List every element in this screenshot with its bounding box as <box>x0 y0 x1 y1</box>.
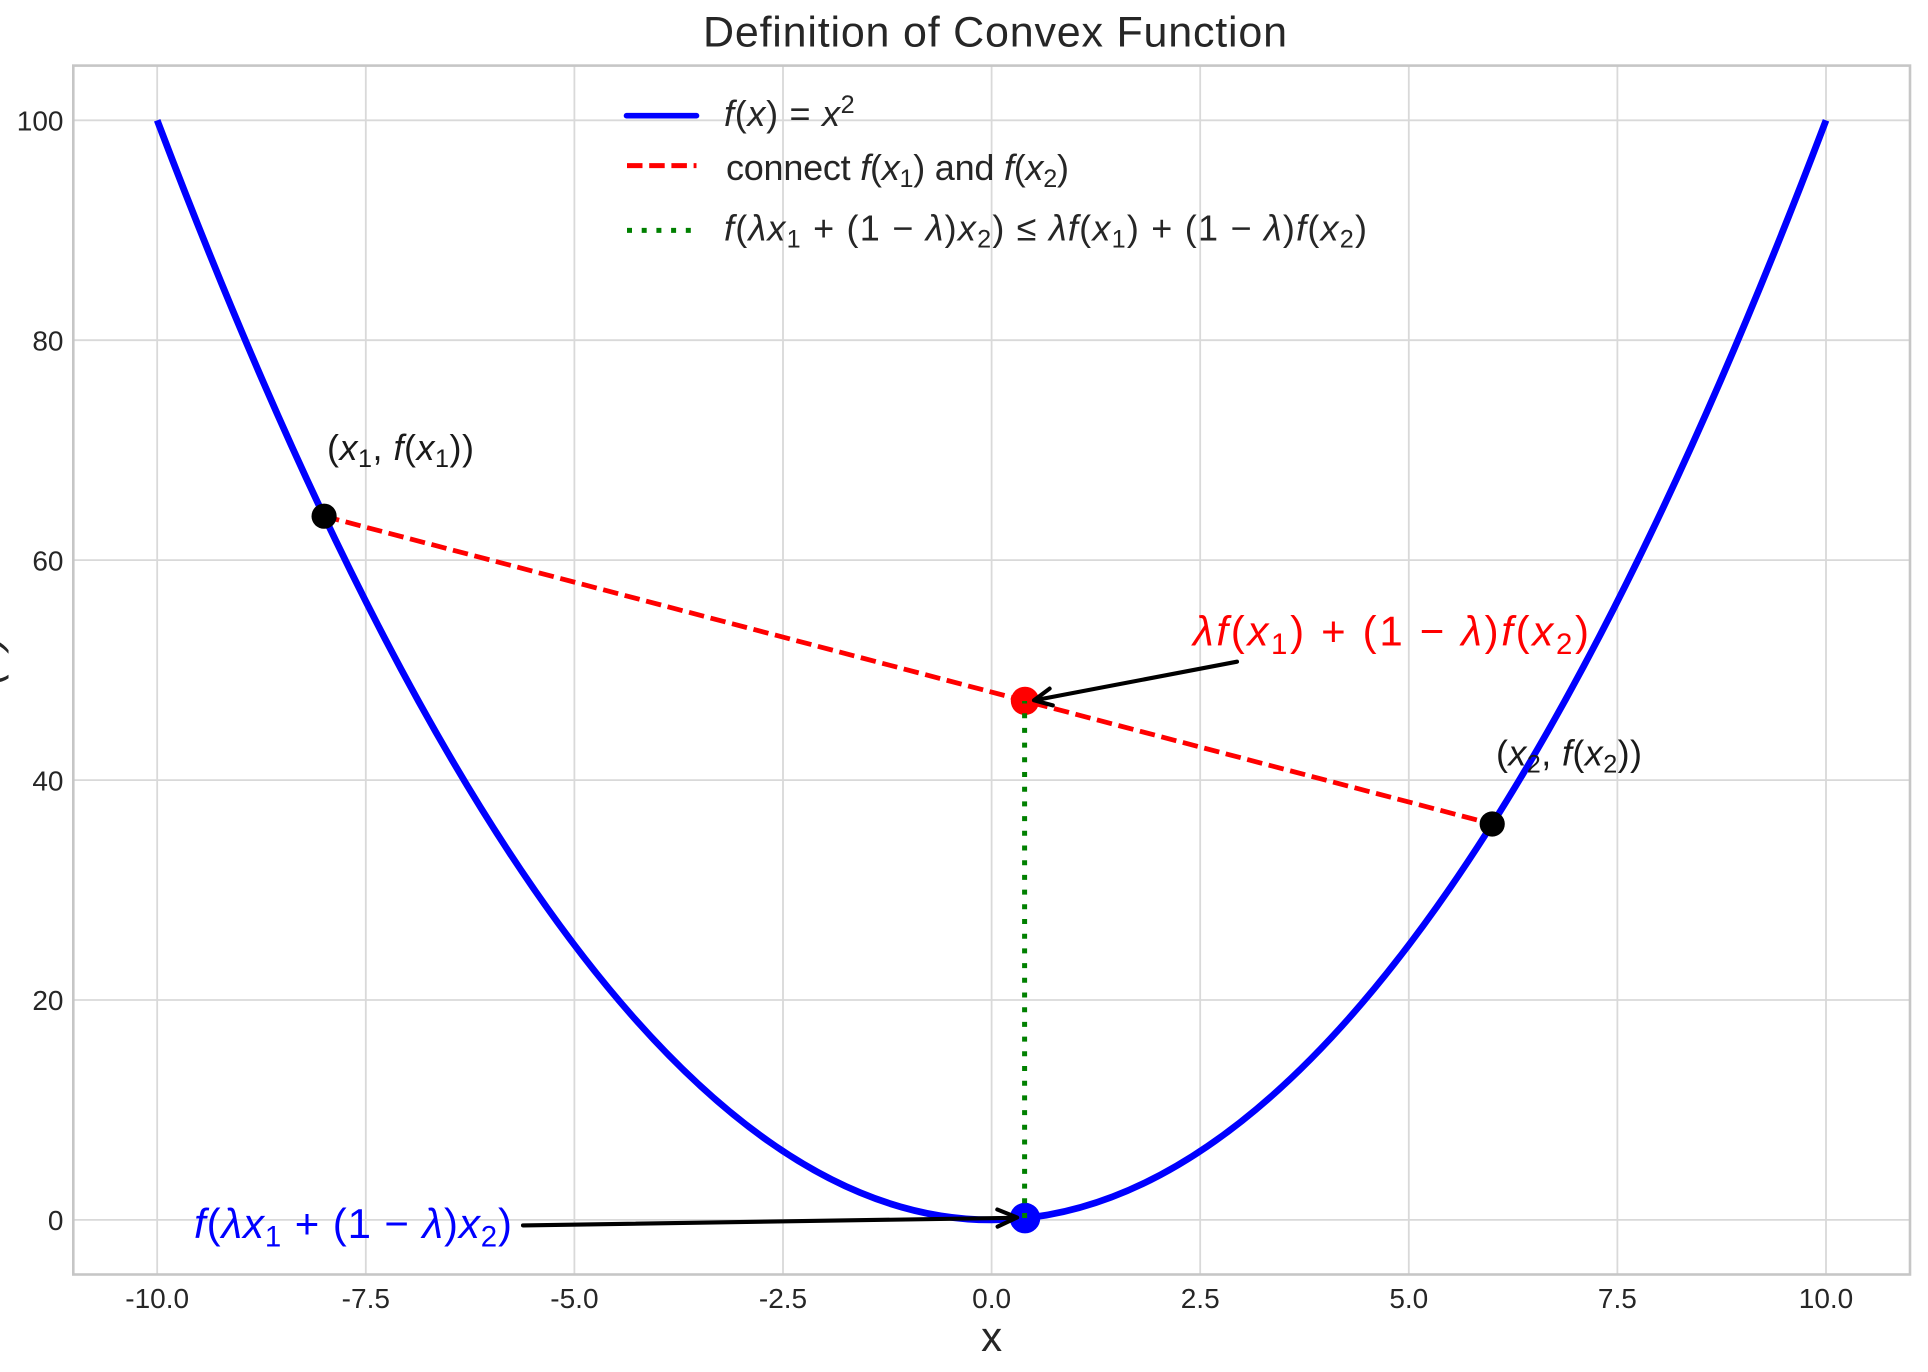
svg-text:0: 0 <box>48 1205 64 1236</box>
svg-text:(x1, f(x1)): (x1, f(x1)) <box>327 427 474 473</box>
svg-text:0.0: 0.0 <box>972 1283 1011 1314</box>
svg-text:Definition of Convex Function: Definition of Convex Function <box>703 8 1287 56</box>
svg-text:-10.0: -10.0 <box>125 1283 189 1314</box>
svg-text:60: 60 <box>32 545 63 576</box>
svg-text:f(λx1 + (1 − λ)x2): f(λx1 + (1 − λ)x2) <box>194 1200 512 1253</box>
svg-text:f(λx1 + (1 − λ)x2) ≤ λf(x1) +: f(λx1 + (1 − λ)x2) ≤ λf(x1) + (1 − λ)f(x… <box>724 207 1367 253</box>
svg-text:20: 20 <box>32 985 63 1016</box>
svg-text:f(x) = x2: f(x) = x2 <box>724 91 855 134</box>
svg-text:5.0: 5.0 <box>1389 1283 1428 1314</box>
svg-text:-2.5: -2.5 <box>759 1283 807 1314</box>
svg-text:λf(x1) + (1 − λ)f(x2): λf(x1) + (1 − λ)f(x2) <box>1191 608 1589 661</box>
svg-text:f(x): f(x) <box>0 636 9 697</box>
svg-text:7.5: 7.5 <box>1598 1283 1637 1314</box>
svg-text:10.0: 10.0 <box>1799 1283 1854 1314</box>
svg-text:-5.0: -5.0 <box>550 1283 598 1314</box>
svg-text:-7.5: -7.5 <box>342 1283 390 1314</box>
svg-text:x: x <box>981 1313 1002 1360</box>
svg-text:80: 80 <box>32 325 63 356</box>
svg-text:2.5: 2.5 <box>1181 1283 1220 1314</box>
svg-text:40: 40 <box>32 765 63 796</box>
svg-text:connect f(x1) and f(x2): connect f(x1) and f(x2) <box>726 147 1069 193</box>
svg-text:100: 100 <box>17 106 64 137</box>
svg-text:(x2, f(x2)): (x2, f(x2)) <box>1496 732 1642 778</box>
